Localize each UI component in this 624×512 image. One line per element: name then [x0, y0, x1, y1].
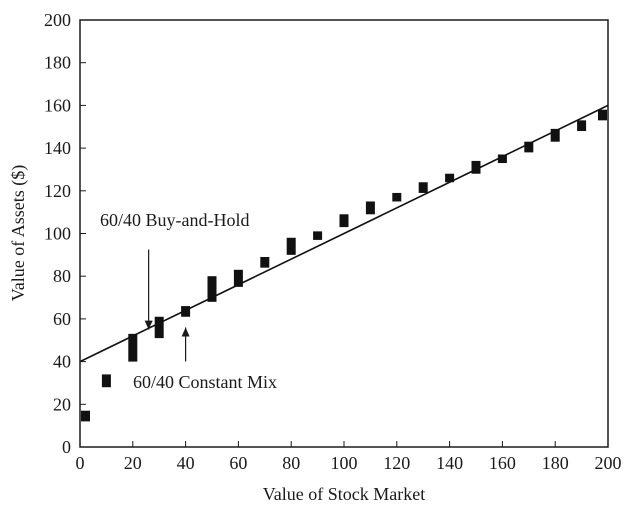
annotation-buy-and-hold-arrow-head — [144, 320, 153, 330]
x-axis-title: Value of Stock Market — [263, 484, 425, 504]
constant-mix-bar — [339, 214, 349, 228]
constant-mix-bar — [550, 128, 560, 142]
y-tick-label: 100 — [44, 224, 71, 244]
x-tick-label: 140 — [436, 453, 463, 473]
constant-mix-bar — [181, 306, 191, 317]
y-tick-label: 20 — [53, 394, 71, 414]
x-tick-label: 40 — [177, 453, 195, 473]
y-tick-label: 80 — [53, 266, 71, 286]
constant-mix-bar — [207, 276, 217, 302]
y-tick-label: 60 — [53, 309, 71, 329]
x-tick-label: 160 — [489, 453, 516, 473]
constant-mix-bar — [286, 237, 296, 255]
x-tick-label: 100 — [331, 453, 358, 473]
x-tick-label: 180 — [542, 453, 569, 473]
x-tick-label: 60 — [229, 453, 247, 473]
y-axis-title: Value of Assets ($) — [8, 165, 29, 301]
constant-mix-bar — [101, 374, 111, 388]
x-tick-label: 80 — [282, 453, 300, 473]
marks-layer — [79, 104, 609, 422]
constant-mix-bar — [577, 120, 587, 132]
constant-mix-bar — [313, 231, 323, 240]
x-tick-label: 0 — [76, 453, 85, 473]
constant-mix-bar — [154, 316, 164, 339]
constant-mix-bar — [471, 160, 481, 174]
constant-mix-bar — [81, 410, 90, 422]
y-tick-label: 0 — [62, 437, 71, 457]
x-tick-label: 20 — [124, 453, 142, 473]
plot-frame — [79, 19, 609, 448]
constant-mix-bar — [418, 182, 428, 193]
constant-mix-bar — [233, 269, 243, 287]
constant-mix-bar — [128, 333, 138, 362]
annotation-layer: 60/40 Buy-and-Hold 60/40 Constant Mix — [100, 210, 277, 392]
annotation-buy-and-hold-label: 60/40 Buy-and-Hold — [100, 210, 249, 230]
ticks-layer: 0 20 40 60 80 100 120 140 160 180 200 0 20 40 60 80 100 1… — [44, 10, 622, 473]
y-tick-label: 200 — [44, 10, 71, 30]
constant-mix-bar — [365, 201, 375, 215]
y-tick-label: 180 — [44, 53, 71, 73]
constant-mix-bar — [497, 154, 507, 164]
y-tick-label: 160 — [44, 95, 71, 115]
annotation-constant-mix-label: 60/40 Constant Mix — [133, 372, 277, 392]
annotation-constant-mix-arrow-head — [181, 327, 190, 337]
x-tick-label: 200 — [595, 453, 622, 473]
constant-mix-bar — [524, 141, 534, 153]
x-tick-label: 120 — [383, 453, 410, 473]
constant-mix-bar — [392, 192, 402, 202]
y-tick-label: 40 — [53, 352, 71, 372]
buy-and-hold-line — [79, 104, 609, 363]
constant-mix-bar — [598, 109, 607, 121]
constant-mix-bar — [260, 256, 270, 268]
y-tick-label: 120 — [44, 181, 71, 201]
constant-mix-bar — [445, 173, 455, 183]
y-tick-label: 140 — [44, 138, 71, 158]
